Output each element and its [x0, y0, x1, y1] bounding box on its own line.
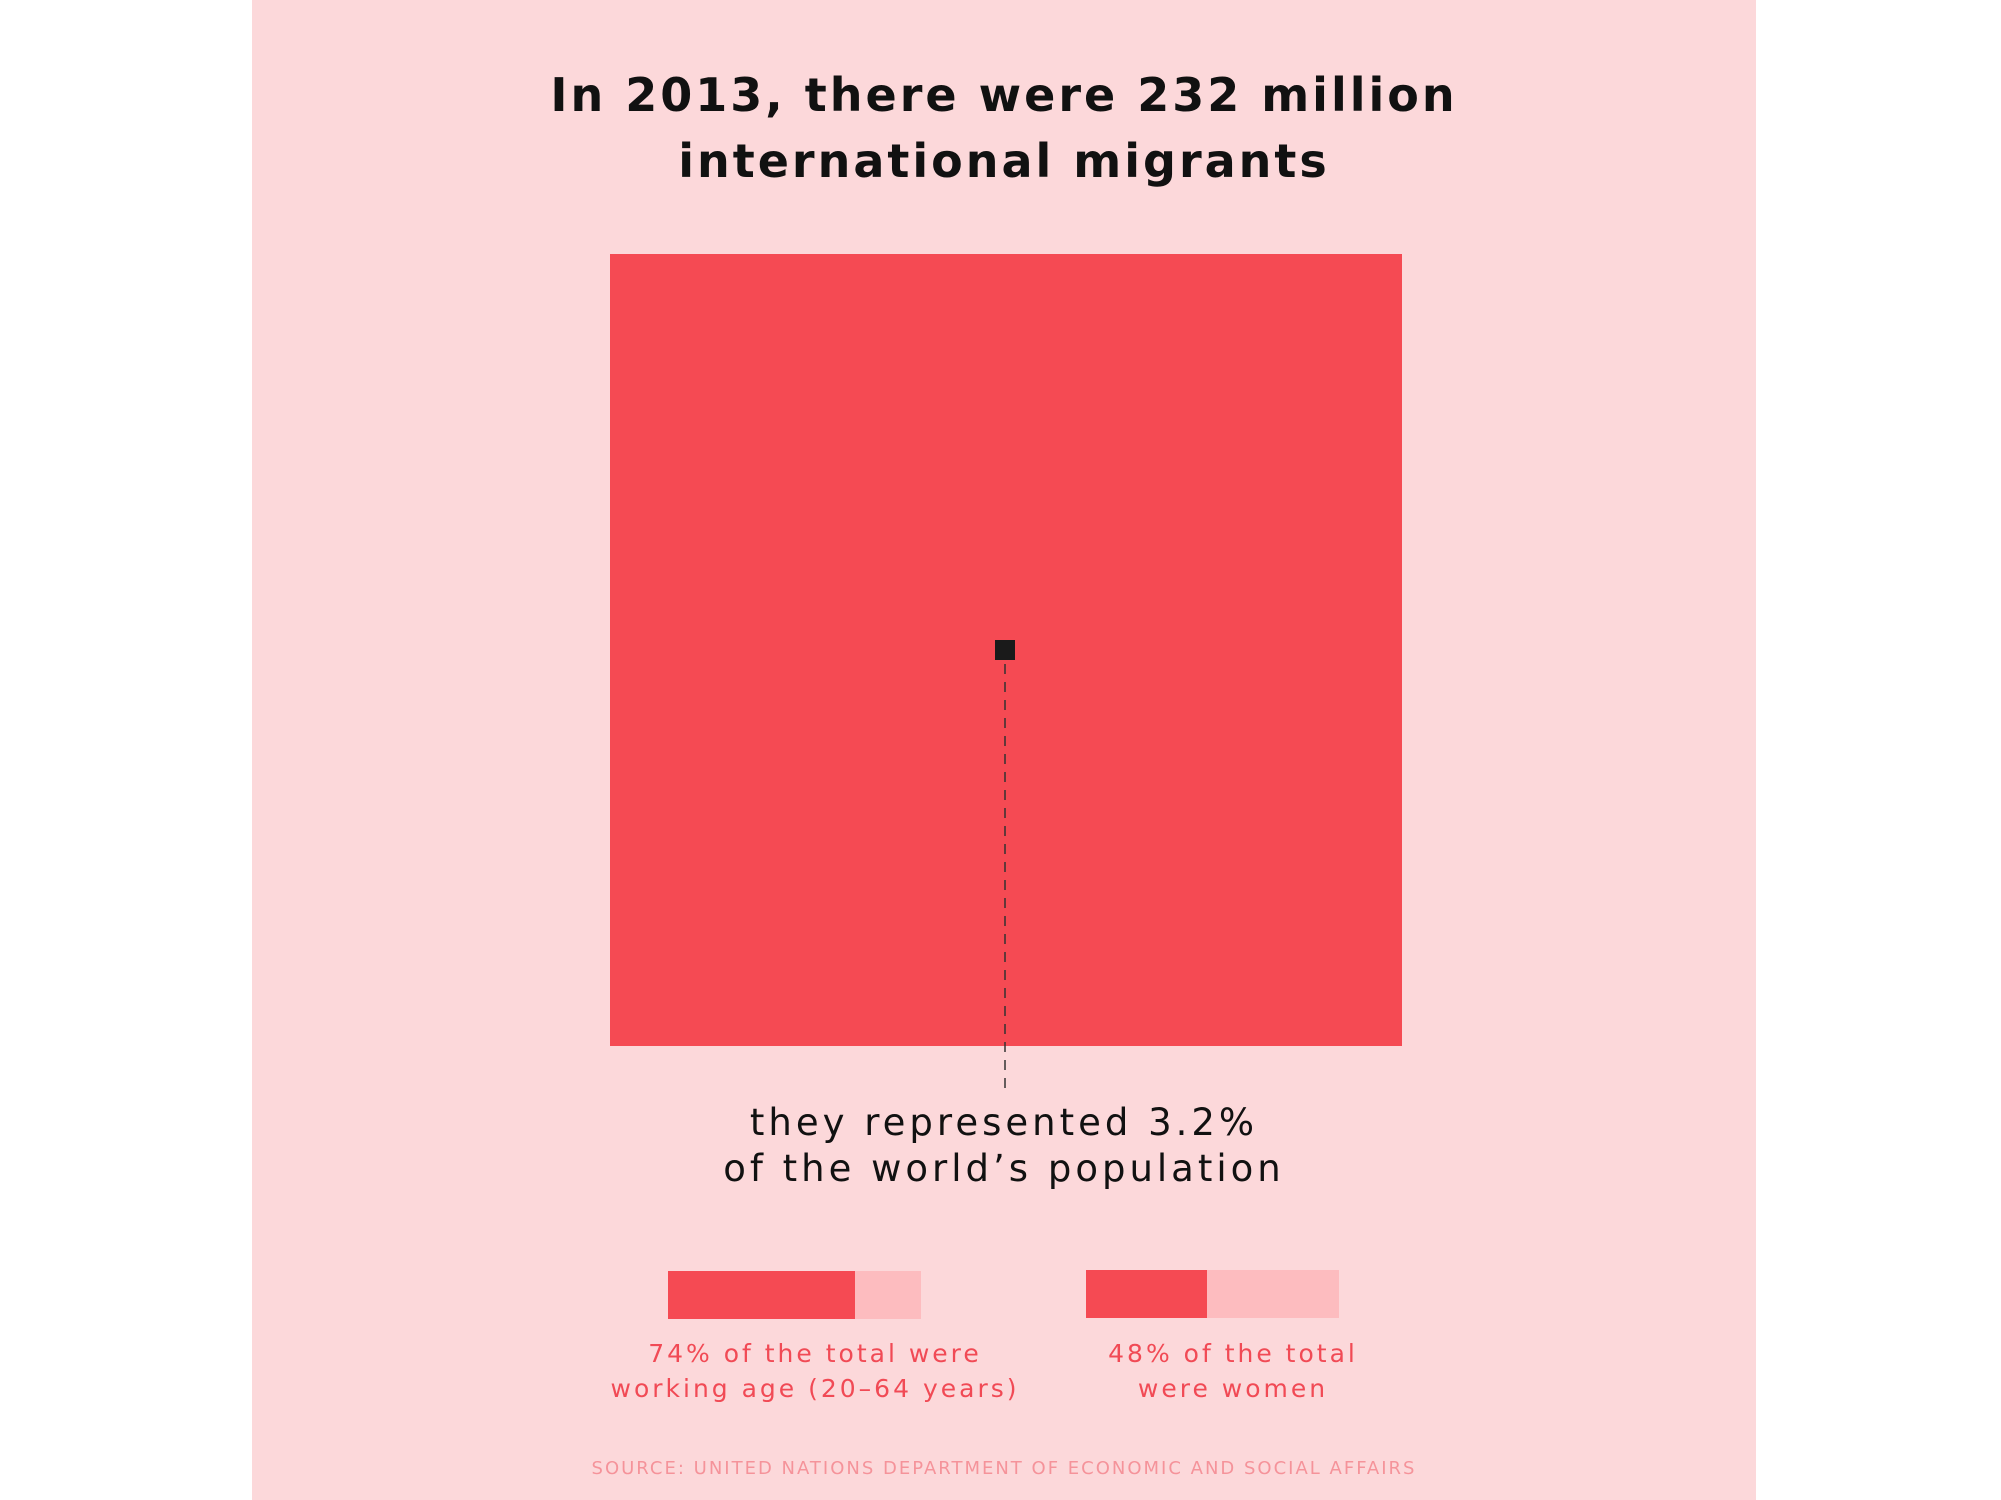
working-age-label-line-1: 74% of the total were — [648, 1339, 982, 1368]
migrant-area-chart — [610, 254, 1402, 1319]
working-age-label: 74% of the total were working age (20–64… — [605, 1336, 1025, 1406]
chart-title-line-2: international migrants — [678, 134, 1330, 188]
share-annotation-line-1: they represented 3.2% — [749, 1101, 1259, 1144]
chart-title: In 2013, there were 232 million internat… — [252, 62, 1756, 194]
women-bar-fill — [1086, 1270, 1207, 1318]
migrant-population-square — [995, 640, 1015, 660]
women-label-line-1: 48% of the total — [1108, 1339, 1358, 1368]
source-note: SOURCE: UNITED NATIONS DEPARTMENT OF ECO… — [591, 1458, 1417, 1479]
working-age-bar-fill — [668, 1271, 855, 1319]
chart-title-line-1: In 2013, there were 232 million — [550, 68, 1458, 122]
share-annotation: they represented 3.2% of the world’s pop… — [252, 1100, 1756, 1192]
share-annotation-line-2: of the world’s population — [723, 1147, 1285, 1190]
working-age-label-line-2: working age (20–64 years) — [610, 1374, 1020, 1403]
women-label: 48% of the total were women — [1023, 1336, 1443, 1406]
women-label-line-2: were women — [1137, 1374, 1329, 1403]
infographic-panel: In 2013, there were 232 million internat… — [252, 0, 1756, 1500]
